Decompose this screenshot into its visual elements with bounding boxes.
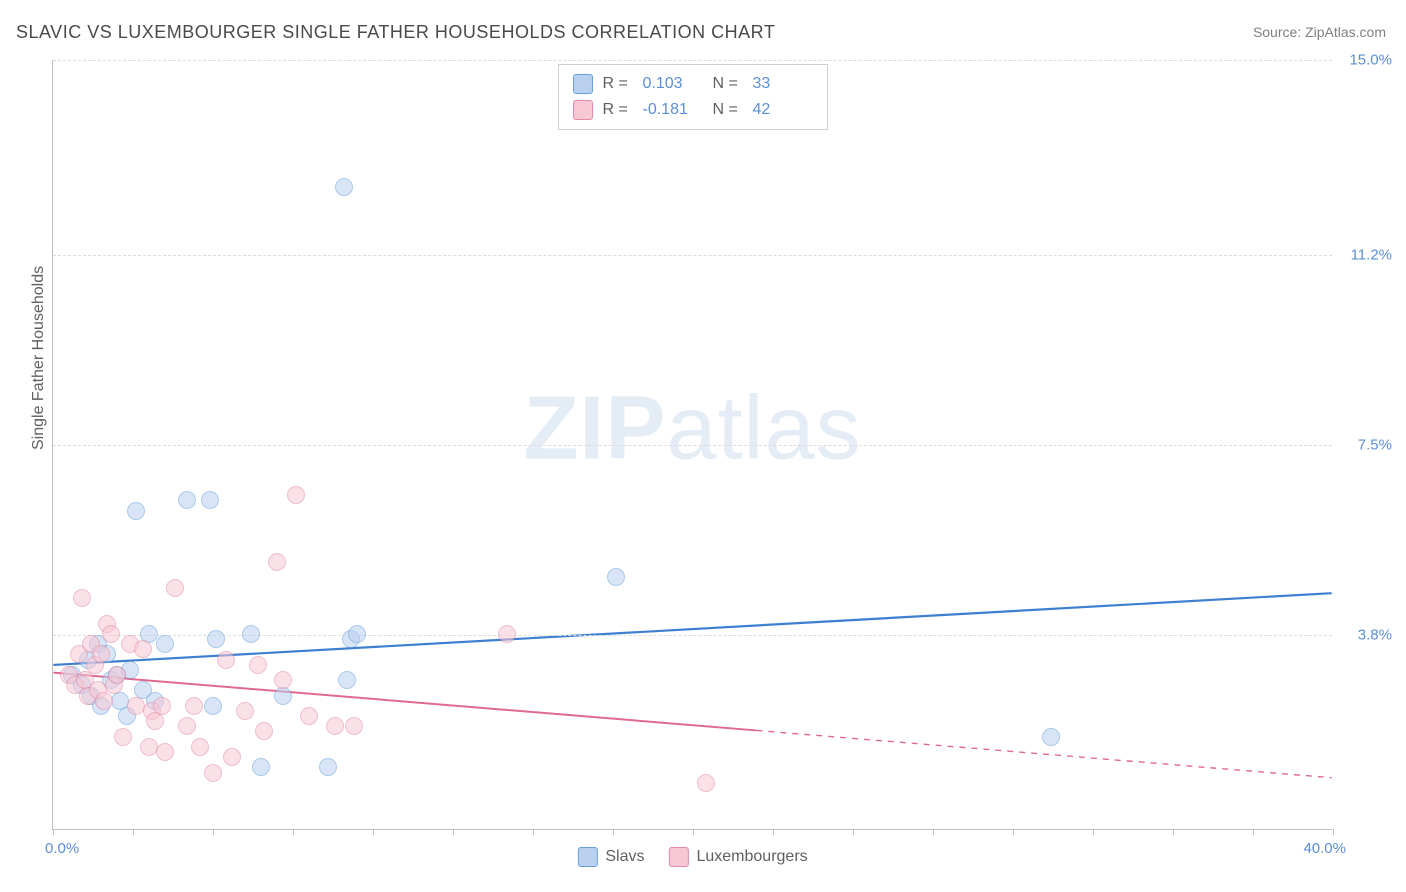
legend-item-lux: Luxembourgers xyxy=(668,847,807,867)
legend-swatch-slavs xyxy=(573,74,593,94)
legend-n-value-lux: 42 xyxy=(753,101,813,119)
data-point xyxy=(338,671,356,689)
chart-title: SLAVIC VS LUXEMBOURGER SINGLE FATHER HOU… xyxy=(16,22,775,43)
data-point xyxy=(249,656,267,674)
watermark: ZIPatlas xyxy=(523,378,861,481)
data-point xyxy=(114,728,132,746)
data-point xyxy=(268,553,286,571)
data-point xyxy=(156,743,174,761)
data-point xyxy=(134,640,152,658)
x-tick xyxy=(533,829,534,835)
data-point xyxy=(178,491,196,509)
legend-item-slavs: Slavs xyxy=(577,847,644,867)
grid-line xyxy=(53,60,1332,61)
x-tick xyxy=(373,829,374,835)
data-point xyxy=(217,651,235,669)
y-tick-label: 7.5% xyxy=(1358,437,1392,454)
legend-n-label: N = xyxy=(713,101,743,119)
data-point xyxy=(274,687,292,705)
x-tick xyxy=(1173,829,1174,835)
data-point xyxy=(178,717,196,735)
x-tick xyxy=(133,829,134,835)
data-point xyxy=(156,635,174,653)
plot-area: ZIPatlas R = 0.103 N = 33 R = -0.181 N =… xyxy=(52,60,1332,830)
data-point xyxy=(300,707,318,725)
data-point xyxy=(73,589,91,607)
data-point xyxy=(153,697,171,715)
legend-r-value-lux: -0.181 xyxy=(643,101,703,119)
legend-swatch-slavs-b xyxy=(577,847,597,867)
data-point xyxy=(223,748,241,766)
data-point xyxy=(207,630,225,648)
watermark-bold: ZIP xyxy=(523,379,666,479)
x-tick xyxy=(213,829,214,835)
x-tick xyxy=(1333,829,1334,835)
data-point xyxy=(127,502,145,520)
data-point xyxy=(1042,728,1060,746)
data-point xyxy=(204,697,222,715)
legend-label-slavs: Slavs xyxy=(605,848,644,865)
data-point xyxy=(191,738,209,756)
data-point xyxy=(95,692,113,710)
data-point xyxy=(255,722,273,740)
y-axis-label: Single Father Households xyxy=(30,266,48,450)
legend-series: Slavs Luxembourgers xyxy=(577,847,807,867)
legend-swatch-lux xyxy=(573,100,593,120)
data-point xyxy=(236,702,254,720)
x-axis-start-label: 0.0% xyxy=(45,840,79,857)
data-point xyxy=(242,625,260,643)
grid-line xyxy=(53,255,1332,256)
legend-r-value-slavs: 0.103 xyxy=(643,75,703,93)
legend-label-lux: Luxembourgers xyxy=(696,848,807,865)
data-point xyxy=(185,697,203,715)
x-tick xyxy=(693,829,694,835)
data-point xyxy=(252,758,270,776)
data-point xyxy=(146,712,164,730)
data-point xyxy=(697,774,715,792)
data-point xyxy=(498,625,516,643)
legend-n-value-slavs: 33 xyxy=(753,75,813,93)
data-point xyxy=(108,666,126,684)
data-point xyxy=(335,178,353,196)
data-point xyxy=(102,625,120,643)
x-tick xyxy=(613,829,614,835)
legend-n-label: N = xyxy=(713,75,743,93)
data-point xyxy=(166,579,184,597)
source-attribution: Source: ZipAtlas.com xyxy=(1253,24,1386,40)
data-point xyxy=(345,717,363,735)
x-tick xyxy=(1093,829,1094,835)
y-tick-label: 3.8% xyxy=(1358,626,1392,643)
legend-row-lux: R = -0.181 N = 42 xyxy=(573,97,813,123)
x-tick xyxy=(453,829,454,835)
y-tick-label: 15.0% xyxy=(1349,52,1392,69)
data-point xyxy=(287,486,305,504)
legend-correlation: R = 0.103 N = 33 R = -0.181 N = 42 xyxy=(558,64,828,130)
legend-r-label: R = xyxy=(603,101,633,119)
x-tick xyxy=(933,829,934,835)
legend-row-slavs: R = 0.103 N = 33 xyxy=(573,71,813,97)
data-point xyxy=(326,717,344,735)
x-tick xyxy=(773,829,774,835)
y-tick-label: 11.2% xyxy=(1351,247,1392,264)
data-point xyxy=(274,671,292,689)
data-point xyxy=(204,764,222,782)
watermark-rest: atlas xyxy=(666,379,861,479)
data-point xyxy=(319,758,337,776)
legend-swatch-lux-b xyxy=(668,847,688,867)
data-point xyxy=(92,645,110,663)
data-point xyxy=(348,625,366,643)
data-point xyxy=(607,568,625,586)
grid-line xyxy=(53,445,1332,446)
x-tick xyxy=(853,829,854,835)
legend-r-label: R = xyxy=(603,75,633,93)
x-tick xyxy=(293,829,294,835)
x-tick xyxy=(53,829,54,835)
data-point xyxy=(201,491,219,509)
x-tick xyxy=(1013,829,1014,835)
x-tick xyxy=(1253,829,1254,835)
x-axis-end-label: 40.0% xyxy=(1303,840,1346,857)
